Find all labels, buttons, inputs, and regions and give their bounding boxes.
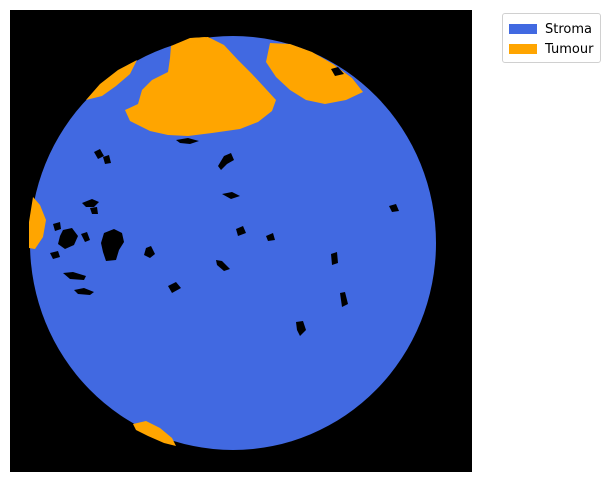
void bbox=[81, 232, 90, 242]
void bbox=[176, 138, 199, 144]
void bbox=[266, 233, 275, 241]
tumour-swatch bbox=[509, 44, 537, 54]
legend: Stroma Tumour bbox=[502, 13, 601, 63]
void bbox=[74, 288, 94, 295]
tumour-region-top-center bbox=[125, 37, 276, 136]
tumour-region-top-left bbox=[86, 60, 137, 100]
void bbox=[50, 251, 60, 259]
tumour-region-bottom bbox=[133, 421, 176, 446]
void-left-cluster bbox=[58, 228, 78, 249]
void bbox=[216, 260, 230, 271]
void bbox=[90, 207, 98, 214]
void bbox=[236, 226, 246, 236]
stroma-region bbox=[30, 36, 436, 450]
void bbox=[218, 153, 234, 170]
legend-label-stroma: Stroma bbox=[545, 21, 592, 37]
legend-label-tumour: Tumour bbox=[545, 41, 594, 57]
tumour-region-top-sliver bbox=[176, 37, 206, 46]
void bbox=[331, 67, 344, 76]
void bbox=[63, 272, 86, 280]
void bbox=[389, 204, 399, 212]
void-regions bbox=[50, 67, 399, 336]
void bbox=[331, 252, 338, 265]
void-large-cluster bbox=[101, 229, 124, 261]
void bbox=[82, 199, 99, 207]
void bbox=[296, 321, 306, 336]
void bbox=[53, 222, 61, 231]
tumour-region-left bbox=[29, 197, 46, 249]
legend-item-tumour: Tumour bbox=[509, 39, 600, 59]
stroma-swatch bbox=[509, 24, 537, 34]
void bbox=[144, 246, 155, 258]
legend-item-stroma: Stroma bbox=[509, 19, 600, 39]
void bbox=[94, 149, 104, 159]
tumour-region-top-right bbox=[266, 43, 363, 104]
void bbox=[168, 282, 181, 293]
void bbox=[103, 155, 111, 164]
void bbox=[340, 292, 348, 307]
void bbox=[222, 192, 240, 199]
